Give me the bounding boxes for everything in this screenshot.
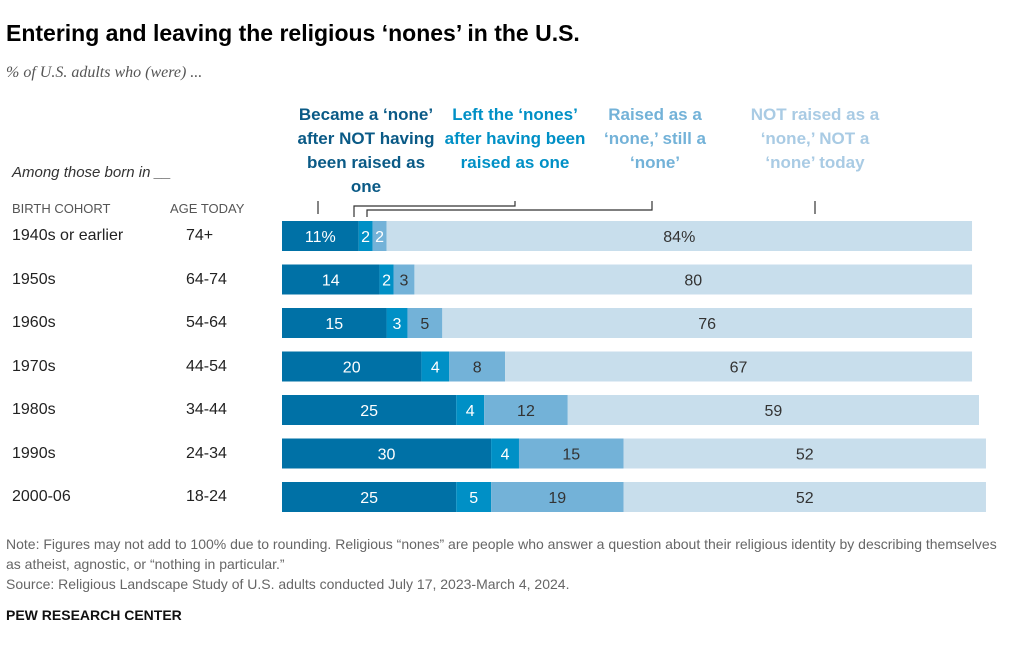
bar-segment	[386, 308, 408, 338]
note: Note: Figures may not add to 100% due to…	[6, 536, 997, 572]
chart-title: Entering and leaving the religious ‘none…	[6, 20, 580, 46]
row-label-age: 74+	[186, 227, 214, 244]
brand-logo: PEW RESEARCH CENTER	[6, 607, 182, 623]
chart-subtitle: % of U.S. adults who (were) ...	[6, 64, 203, 81]
data-label: 15	[562, 447, 580, 464]
data-label: 20	[343, 360, 361, 377]
bar-segment	[449, 351, 506, 382]
bar-segment	[407, 308, 443, 338]
data-label: 25	[360, 403, 378, 420]
bar-segment	[282, 221, 359, 251]
data-label: 3	[400, 273, 409, 290]
bar-segment	[358, 221, 373, 251]
row-label-age: 54-64	[186, 314, 227, 331]
row-label-age: 44-54	[186, 357, 227, 375]
data-label: 59	[764, 403, 782, 420]
row-label-cohort: 1980s	[12, 401, 56, 418]
bar-segment	[623, 438, 986, 469]
data-label: 4	[501, 447, 510, 464]
data-label: 67	[730, 360, 748, 377]
data-label: 2	[382, 273, 391, 290]
row-label-cohort: 1950s	[12, 270, 56, 288]
leader-line-left	[353, 201, 516, 217]
data-label: 5	[469, 490, 478, 507]
row-label-age: 24-34	[186, 444, 227, 462]
bar-segment	[282, 264, 380, 295]
bar-segment	[282, 395, 457, 425]
legend-not-raised: NOT raised as a ‘none,’ NOT a ‘none’ tod…	[750, 105, 880, 172]
row-label-cohort: 1960s	[12, 314, 56, 331]
data-label: 30	[378, 447, 396, 464]
row-label-age: 64-74	[186, 270, 227, 288]
legend-raised-still: Raised as a ‘none,’ still a ‘none’	[603, 105, 707, 172]
source: Source: Religious Landscape Study of U.S…	[6, 576, 570, 592]
leader-line-raised	[366, 201, 653, 217]
data-label: 4	[466, 403, 475, 420]
data-label: 4	[431, 360, 440, 377]
bar-segment	[282, 351, 422, 382]
among-label: Among those born in __	[12, 164, 172, 181]
bar-segment	[386, 221, 973, 251]
data-label: 14	[322, 273, 340, 290]
data-label: 25	[360, 490, 378, 507]
bar-segment	[456, 395, 485, 425]
data-label: 2	[375, 229, 384, 246]
bar-segment	[567, 395, 979, 425]
data-label: 80	[684, 273, 702, 290]
data-label: 19	[548, 490, 566, 507]
bar-segment	[491, 438, 519, 469]
col-header-cohort: BIRTH COHORT	[12, 201, 111, 216]
bar-segment	[518, 438, 624, 469]
data-label: 12	[517, 403, 535, 420]
data-label: 52	[796, 490, 814, 507]
data-label: 76	[698, 316, 716, 333]
bar-segment	[456, 482, 492, 512]
bar-segment	[282, 482, 457, 512]
bar-segment	[623, 482, 986, 512]
bar-segment	[505, 351, 973, 382]
legend-left-nones: Left the ‘nones’ after having been raise…	[444, 105, 586, 172]
data-label: 15	[325, 316, 343, 333]
data-label: 52	[796, 447, 814, 464]
bar-segment	[414, 264, 973, 295]
row-label-cohort: 1970s	[12, 357, 56, 375]
row-label-cohort: 2000-06	[12, 488, 71, 505]
row-label-cohort: 1940s or earlier	[12, 227, 124, 244]
data-label: 2	[361, 229, 370, 246]
bar-segment	[421, 351, 450, 382]
bar-segment	[442, 308, 973, 338]
bar-segment	[282, 438, 492, 469]
data-label: 84%	[663, 229, 695, 246]
row-label-cohort: 1990s	[12, 444, 56, 462]
row-label-age: 34-44	[186, 401, 227, 418]
data-label: 8	[473, 360, 482, 377]
bar-segment	[484, 395, 568, 425]
bar-segment	[491, 482, 624, 512]
legend-became-none: Became a ‘none’ after NOT having been ra…	[297, 105, 435, 196]
data-label: 11%	[305, 229, 336, 246]
data-label: 3	[393, 316, 402, 333]
row-label-age: 18-24	[186, 488, 227, 505]
bar-segment	[372, 221, 387, 251]
bar-segment	[393, 264, 415, 295]
col-header-age: AGE TODAY	[170, 201, 245, 216]
data-label: 5	[420, 316, 429, 333]
bar-segment	[379, 264, 394, 295]
bar-segment	[282, 308, 387, 338]
